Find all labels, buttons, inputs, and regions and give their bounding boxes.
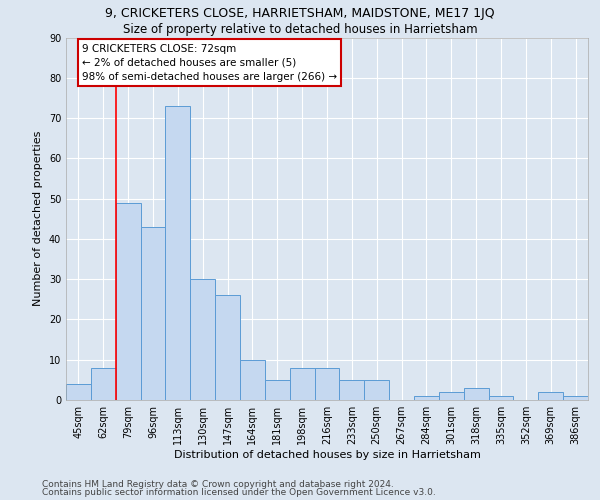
Bar	[538, 392, 563, 400]
Bar	[364, 380, 389, 400]
Bar	[91, 368, 116, 400]
Bar	[488, 396, 514, 400]
Bar	[439, 392, 464, 400]
Bar	[265, 380, 290, 400]
Bar	[340, 380, 364, 400]
Bar	[464, 388, 488, 400]
Bar	[290, 368, 314, 400]
Bar	[66, 384, 91, 400]
Bar	[116, 202, 140, 400]
Text: 9, CRICKETERS CLOSE, HARRIETSHAM, MAIDSTONE, ME17 1JQ: 9, CRICKETERS CLOSE, HARRIETSHAM, MAIDST…	[105, 8, 495, 20]
Text: Contains public sector information licensed under the Open Government Licence v3: Contains public sector information licen…	[42, 488, 436, 497]
Bar	[166, 106, 190, 400]
Y-axis label: Number of detached properties: Number of detached properties	[33, 131, 43, 306]
Bar	[314, 368, 340, 400]
Text: 9 CRICKETERS CLOSE: 72sqm
← 2% of detached houses are smaller (5)
98% of semi-de: 9 CRICKETERS CLOSE: 72sqm ← 2% of detach…	[82, 44, 337, 82]
Bar	[563, 396, 588, 400]
Text: Contains HM Land Registry data © Crown copyright and database right 2024.: Contains HM Land Registry data © Crown c…	[42, 480, 394, 489]
Text: Size of property relative to detached houses in Harrietsham: Size of property relative to detached ho…	[122, 22, 478, 36]
Bar	[240, 360, 265, 400]
X-axis label: Distribution of detached houses by size in Harrietsham: Distribution of detached houses by size …	[173, 450, 481, 460]
Bar	[190, 279, 215, 400]
Bar	[140, 227, 166, 400]
Bar	[215, 296, 240, 400]
Bar	[414, 396, 439, 400]
